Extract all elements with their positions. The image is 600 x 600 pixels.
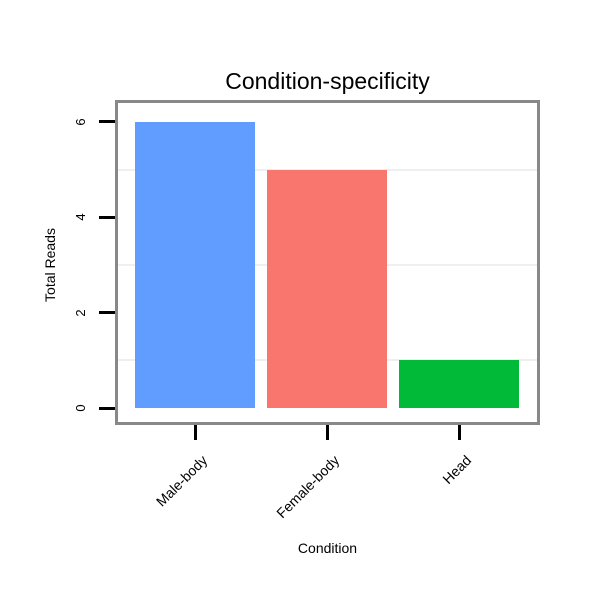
y-tick [99,215,115,219]
x-tick-label: Female-body [273,452,343,522]
y-tick [99,311,115,315]
y-tick-label: 6 [73,118,88,126]
x-tick [457,425,461,440]
x-tick [193,425,197,440]
y-tick-label: 0 [73,404,88,412]
y-tick [99,120,115,124]
x-tick-label: Male-body [152,452,211,510]
y-tick-label: 4 [73,213,88,221]
bar-male-body [135,121,255,408]
y-tick [99,406,115,410]
chart-title: Condition-specificity [225,68,430,94]
bar-head [399,360,519,408]
x-axis-title: Condition [297,540,358,556]
bar-female-body [267,169,387,408]
y-tick-label: 2 [73,309,88,317]
plot-area [115,100,540,425]
x-tick [325,425,329,440]
x-tick-label: Head [439,452,475,487]
y-axis-title: Total Reads [42,228,58,302]
